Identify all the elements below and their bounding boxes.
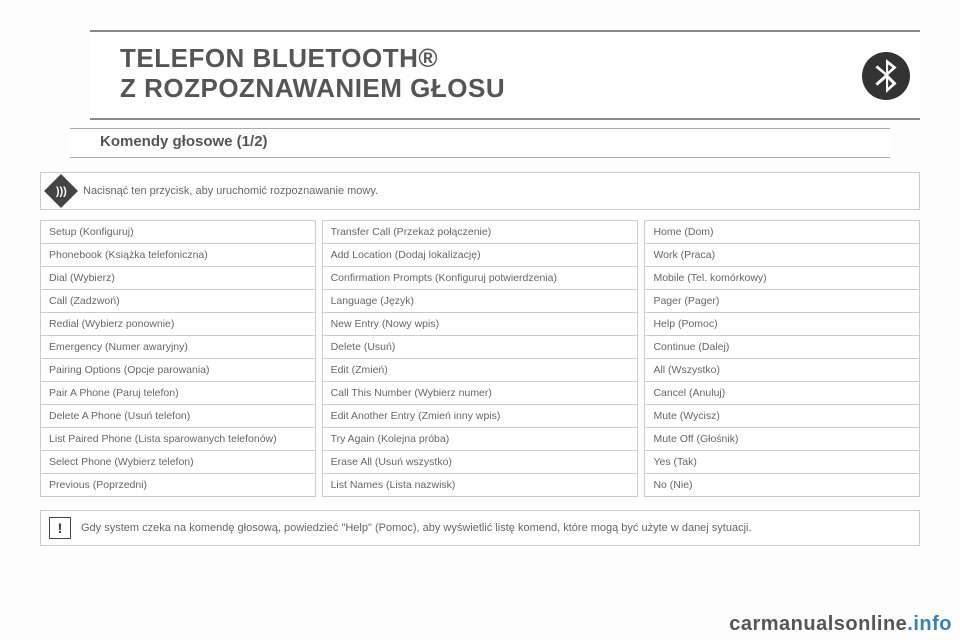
list-item: Confirmation Prompts (Konfiguruj potwier… bbox=[322, 266, 639, 290]
warning-icon: ! bbox=[49, 517, 71, 539]
subheader-band: Komendy głosowe (1/2) bbox=[40, 128, 920, 158]
column-1: Setup (Konfiguruj) Phonebook (Książka te… bbox=[40, 220, 316, 496]
column-2: Transfer Call (Przekaż połączenie) Add L… bbox=[322, 220, 639, 496]
list-item: Mobile (Tel. komórkowy) bbox=[644, 266, 920, 290]
list-item: Dial (Wybierz) bbox=[40, 266, 316, 290]
list-item: Setup (Konfiguruj) bbox=[40, 220, 316, 244]
list-item: Delete (Usuń) bbox=[322, 335, 639, 359]
list-item: Select Phone (Wybierz telefon) bbox=[40, 450, 316, 474]
list-item: Call This Number (Wybierz numer) bbox=[322, 381, 639, 405]
list-item: Help (Pomoc) bbox=[644, 312, 920, 336]
list-item: Continue (Dalej) bbox=[644, 335, 920, 359]
bluetooth-badge bbox=[862, 52, 910, 100]
bluetooth-icon bbox=[873, 59, 899, 93]
list-item: Add Location (Dodaj lokalizację) bbox=[322, 243, 639, 267]
list-item: Mute (Wycisz) bbox=[644, 404, 920, 428]
list-item: Delete A Phone (Usuń telefon) bbox=[40, 404, 316, 428]
list-item: Home (Dom) bbox=[644, 220, 920, 244]
list-item: Yes (Tak) bbox=[644, 450, 920, 474]
list-item: No (Nie) bbox=[644, 473, 920, 497]
watermark-part1: carmanualsonline bbox=[729, 613, 907, 635]
header-band: TELEFON BLUETOOTH® Z ROZPOZNAWANIEM GŁOS… bbox=[40, 30, 920, 120]
list-item: Edit (Zmień) bbox=[322, 358, 639, 382]
list-item: Previous (Poprzedni) bbox=[40, 473, 316, 497]
list-item: List Names (Lista nazwisk) bbox=[322, 473, 639, 497]
list-item: Pair A Phone (Paruj telefon) bbox=[40, 381, 316, 405]
column-3: Home (Dom) Work (Praca) Mobile (Tel. kom… bbox=[644, 220, 920, 496]
list-item: Emergency (Numer awaryjny) bbox=[40, 335, 316, 359]
subheader-title: Komendy głosowe (1/2) bbox=[100, 133, 268, 150]
info-text: Nacisnąć ten przycisk, aby uruchomić roz… bbox=[83, 185, 378, 197]
footer-row: ! Gdy system czeka na komendę głosową, p… bbox=[40, 510, 920, 546]
watermark: carmanualsonline.info bbox=[729, 613, 952, 636]
title-line-2: Z ROZPOZNAWANIEM GŁOSU bbox=[120, 73, 505, 103]
list-item: Try Again (Kolejna próba) bbox=[322, 427, 639, 451]
list-item: Cancel (Anuluj) bbox=[644, 381, 920, 405]
list-item: New Entry (Nowy wpis) bbox=[322, 312, 639, 336]
list-item: Call (Zadzwoń) bbox=[40, 289, 316, 313]
title-line-1: TELEFON BLUETOOTH® bbox=[120, 43, 438, 73]
list-item: Transfer Call (Przekaż połączenie) bbox=[322, 220, 639, 244]
list-item: Phonebook (Książka telefoniczna) bbox=[40, 243, 316, 267]
list-item: Pairing Options (Opcje parowania) bbox=[40, 358, 316, 382]
list-item: Work (Praca) bbox=[644, 243, 920, 267]
list-item: Erase All (Usuń wszystko) bbox=[322, 450, 639, 474]
info-row: ))) Nacisnąć ten przycisk, aby uruchomić… bbox=[40, 172, 920, 210]
list-item: Language (Język) bbox=[322, 289, 639, 313]
list-item: All (Wszystko) bbox=[644, 358, 920, 382]
commands-table: Setup (Konfiguruj) Phonebook (Książka te… bbox=[40, 220, 920, 496]
list-item: Mute Off (Głośnik) bbox=[644, 427, 920, 451]
list-item: Redial (Wybierz ponownie) bbox=[40, 312, 316, 336]
list-item: Edit Another Entry (Zmień inny wpis) bbox=[322, 404, 639, 428]
footer-text: Gdy system czeka na komendę głosową, pow… bbox=[81, 522, 752, 534]
list-item: Pager (Pager) bbox=[644, 289, 920, 313]
speech-icon: ))) bbox=[44, 174, 78, 208]
page-title: TELEFON BLUETOOTH® Z ROZPOZNAWANIEM GŁOS… bbox=[120, 44, 840, 104]
watermark-part2: .info bbox=[907, 613, 952, 635]
list-item: List Paired Phone (Lista sparowanych tel… bbox=[40, 427, 316, 451]
page-container: TELEFON BLUETOOTH® Z ROZPOZNAWANIEM GŁOS… bbox=[40, 30, 920, 546]
